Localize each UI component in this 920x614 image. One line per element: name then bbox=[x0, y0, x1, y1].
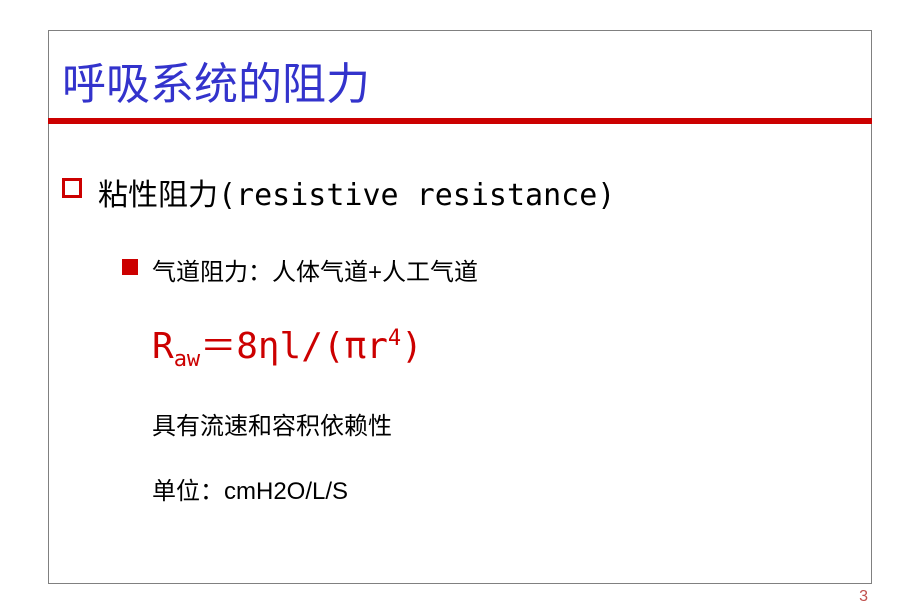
formula-mid: ＝8ηl/(πr bbox=[200, 326, 388, 367]
bullet-outline-icon bbox=[62, 178, 82, 198]
bullet-l1-text: 粘性阻力(resistive resistance) bbox=[98, 170, 615, 214]
description-2: 单位：cmH2O/L/S bbox=[152, 471, 858, 506]
bullet-filled-icon bbox=[122, 259, 138, 275]
description-1: 具有流速和容积依赖性 bbox=[152, 406, 858, 441]
desc1-text: 具有流速和容积依赖性 bbox=[152, 413, 392, 440]
formula-superscript: 4 bbox=[388, 326, 401, 351]
formula-r: R bbox=[152, 326, 174, 367]
formula-close: ) bbox=[401, 326, 423, 367]
title-underline bbox=[48, 118, 872, 124]
content-area: 粘性阻力(resistive resistance) 气道阻力：人体气道+人工气… bbox=[62, 170, 858, 536]
page-number: 3 bbox=[859, 588, 868, 606]
formula-row: Raw＝8ηl/(πr4) bbox=[152, 317, 858, 372]
bullet-level-1: 粘性阻力(resistive resistance) bbox=[62, 170, 858, 214]
slide-title: 呼吸系统的阻力 bbox=[62, 48, 370, 112]
formula-subscript: aw bbox=[174, 347, 201, 372]
desc2-text: 单位：cmH2O/L/S bbox=[152, 478, 348, 505]
bullet-level-2: 气道阻力：人体气道+人工气道 bbox=[122, 252, 858, 287]
bullet-l2-text: 气道阻力：人体气道+人工气道 bbox=[152, 252, 478, 287]
formula-text: Raw＝8ηl/(πr4) bbox=[152, 326, 423, 367]
